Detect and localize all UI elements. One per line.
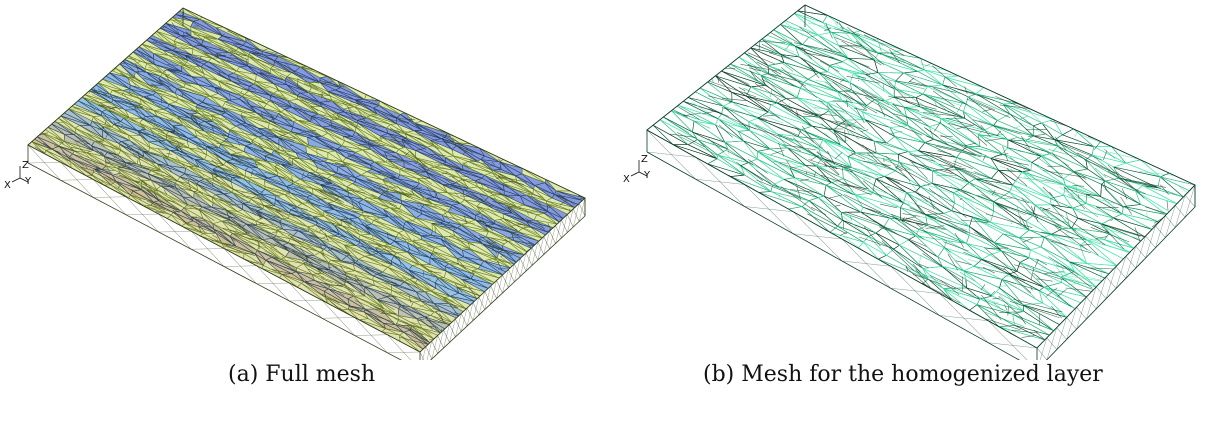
full-mesh: [27, 7, 586, 360]
axis-label-x: X: [4, 180, 11, 191]
caption-homogenized-mesh: (b) Mesh for the homogenized layer: [703, 362, 1103, 387]
axis-label-z: Z: [641, 154, 648, 165]
homogenized-mesh-side: [646, 129, 1196, 360]
axis-triad: ZX Y: [623, 154, 651, 185]
axis-label-x: X: [623, 174, 630, 185]
homogenized-mesh: [646, 4, 1196, 360]
axis-triad: ZX Y: [4, 160, 32, 191]
axis-label-y: Y: [24, 176, 32, 187]
caption-full-mesh: (a) Full mesh: [228, 362, 376, 387]
axis-label-y: Y: [643, 170, 651, 181]
axis-label-z: Z: [22, 160, 29, 171]
homogenized-mesh-edges: [662, 13, 1188, 341]
homogenized-mesh-figure: ZX Y: [623, 4, 1196, 360]
homogenized-mesh-faces: [646, 4, 1196, 349]
full-mesh-side: [27, 144, 586, 360]
full-mesh-figure: ZX Y: [4, 7, 586, 360]
full-mesh-edges: [34, 9, 586, 350]
